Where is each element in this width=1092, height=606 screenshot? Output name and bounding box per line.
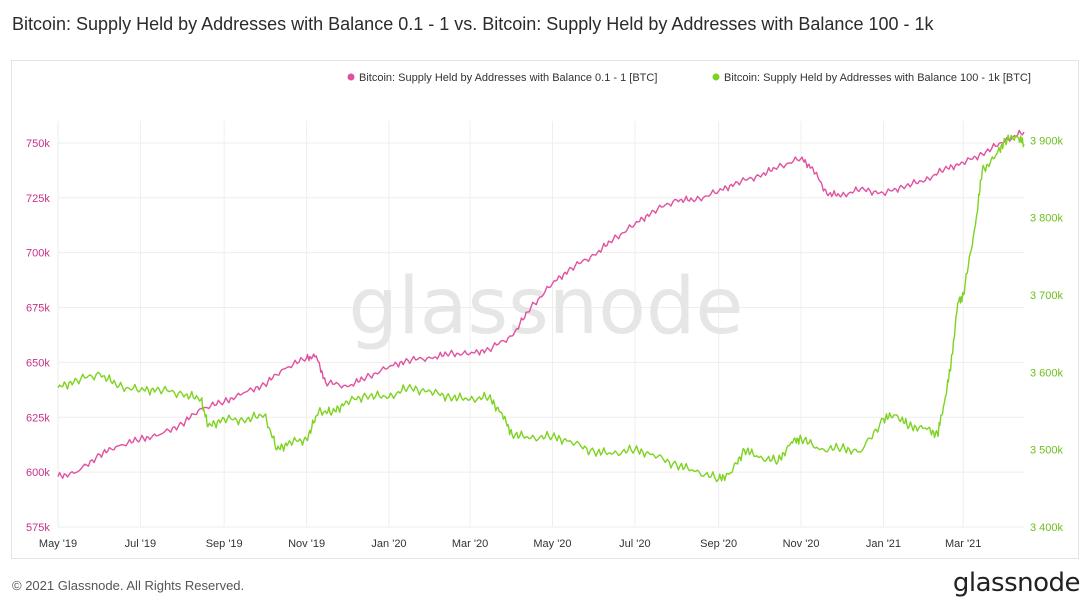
chart-title: Bitcoin: Supply Held by Addresses with B… [12, 14, 934, 34]
y-left-tick-label: 625k [26, 412, 50, 424]
legend-marker [347, 73, 355, 81]
x-tick-label: Sep '20 [700, 538, 737, 550]
footer-copyright: © 2021 Glassnode. All Rights Reserved. [12, 578, 245, 593]
y-right-tick-label: 3 800k [1030, 213, 1064, 225]
x-tick-label: Mar '20 [452, 538, 488, 550]
y-left-tick-label: 725k [26, 193, 50, 205]
x-axis: May '19 Jul '19 Sep '19 Nov '19 Jan '20 Mar '… [39, 538, 981, 550]
y-left-tick-label: 750k [26, 138, 50, 150]
x-tick-label: Mar '21 [945, 538, 981, 550]
chart-grid [57, 121, 1024, 528]
y-left-tick-label: 650k [26, 357, 50, 369]
glassnode-logo[interactable]: glassnode [952, 568, 1081, 598]
x-tick-label: Jan '20 [371, 538, 406, 550]
y-left-tick-label: 675k [26, 303, 50, 315]
x-tick-label: May '19 [39, 538, 77, 550]
x-tick-label: Jan '21 [866, 538, 901, 550]
x-tick-label: Nov '19 [288, 538, 325, 550]
line-chart: glassnode 575k 600k 625k 650k 675k 700k 725k 75… [26, 72, 1064, 550]
x-tick-label: May '20 [533, 538, 571, 550]
chart-container: glassnode 575k 600k 625k 650k 675k 700k 725k 75… [11, 60, 1079, 559]
y-axis-left: 575k 600k 625k 650k 675k 700k 725k 750k [26, 138, 50, 534]
legend-item-label: Bitcoin: Supply Held by Addresses with B… [359, 72, 657, 84]
y-axis-right: 3 400k 3 500k 3 600k 3 700k 3 800k 3 900k [1030, 135, 1064, 534]
legend-marker [712, 73, 720, 81]
series-line-100-1k [57, 134, 1025, 483]
y-right-tick-label: 3 500k [1030, 445, 1064, 457]
y-right-tick-label: 3 600k [1030, 367, 1064, 379]
chart-legend[interactable]: Bitcoin: Supply Held by Addresses with B… [347, 72, 1031, 84]
y-right-tick-label: 3 700k [1030, 290, 1064, 302]
y-right-tick-label: 3 900k [1030, 135, 1064, 147]
y-right-tick-label: 3 400k [1030, 522, 1064, 534]
y-left-tick-label: 575k [26, 522, 50, 534]
x-tick-label: Jul '20 [619, 538, 650, 550]
series-line-0.1-1 [57, 129, 1025, 479]
x-tick-label: Nov '20 [783, 538, 820, 550]
x-tick-label: Sep '19 [206, 538, 243, 550]
chart-watermark: glassnode [349, 262, 744, 352]
x-tick-label: Jul '19 [125, 538, 156, 550]
y-left-tick-label: 700k [26, 248, 50, 260]
series-group [57, 129, 1025, 483]
y-left-tick-label: 600k [26, 467, 50, 479]
legend-item-label: Bitcoin: Supply Held by Addresses with B… [724, 72, 1031, 84]
